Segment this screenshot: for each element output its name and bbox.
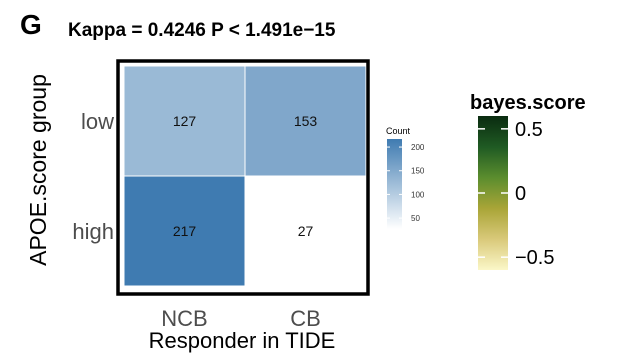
y-tick-label: high — [72, 219, 114, 244]
count-tick-label: 50 — [411, 214, 420, 223]
panel-label: G — [20, 9, 42, 40]
cell-value-label: 127 — [173, 113, 197, 129]
y-tick-labels: low high — [72, 109, 114, 244]
plot-border — [116, 59, 370, 296]
x-axis-title: Responder in TIDE — [149, 328, 336, 353]
heatmap-cell — [244, 65, 367, 177]
count-legend: Count 200 150 100 50 — [386, 126, 425, 229]
cell-value-label: 217 — [173, 223, 197, 239]
heatmap-cell — [123, 65, 246, 177]
y-axis-title: APOE.score group — [25, 74, 51, 266]
count-legend-title: Count — [386, 126, 411, 136]
heatmap-cell — [244, 175, 367, 287]
heatmap-cell — [123, 175, 246, 287]
cell-value-label: 153 — [294, 113, 318, 129]
score-legend: bayes.score 0.5 0 −0.5 — [470, 92, 586, 270]
score-tick-label: −0.5 — [515, 247, 554, 269]
count-colorbar — [387, 139, 402, 229]
heatmap-cells — [123, 65, 367, 287]
x-tick-label: CB — [290, 306, 321, 331]
score-tick-label: 0 — [515, 183, 526, 205]
y-tick-label: low — [81, 109, 114, 134]
cell-value-label: 27 — [298, 223, 314, 239]
score-legend-ticks: 0.5 0 −0.5 — [478, 119, 554, 269]
count-tick-label: 200 — [411, 143, 425, 152]
score-legend-title: bayes.score — [470, 92, 586, 114]
count-tick-label: 150 — [411, 167, 425, 176]
score-tick-label: 0.5 — [515, 119, 543, 141]
chart-title: Kappa = 0.4246 P < 1.491e−15 — [68, 20, 336, 41]
x-tick-labels: NCB CB — [161, 306, 321, 331]
count-tick-label: 100 — [411, 190, 425, 199]
x-tick-label: NCB — [161, 306, 207, 331]
cell-value-labels: 127 153 217 27 — [173, 113, 318, 239]
count-legend-ticks: 200 150 100 50 — [387, 143, 425, 223]
